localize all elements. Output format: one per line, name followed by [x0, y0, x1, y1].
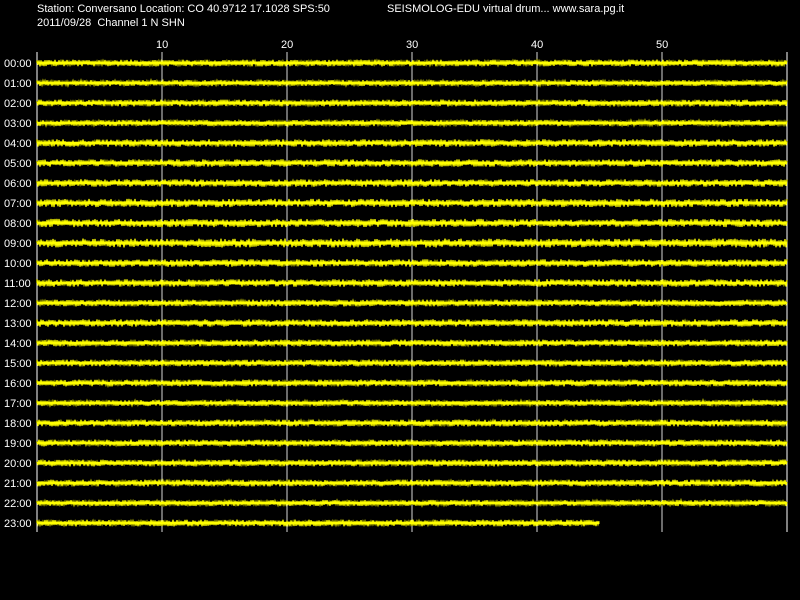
x-tick-label: 10: [156, 39, 168, 51]
row-label: 17:00: [4, 398, 32, 410]
row-label: 09:00: [4, 238, 32, 250]
row-label: 15:00: [4, 358, 32, 370]
row-label: 01:00: [4, 78, 32, 90]
station-info: Station: Conversano Location: CO 40.9712…: [37, 3, 330, 15]
row-label: 06:00: [4, 178, 32, 190]
row-label: 04:00: [4, 138, 32, 150]
row-label: 10:00: [4, 258, 32, 270]
drum-title: SEISMOLOG-EDU virtual drum... www.sara.p…: [387, 3, 625, 15]
row-label: 11:00: [4, 278, 31, 290]
x-tick-label: 30: [406, 39, 418, 51]
row-labels: 00:00 01:00 02:00 03:00 04:00 05:00 06:00 07:00…: [4, 58, 32, 530]
row-label: 08:00: [4, 218, 32, 230]
row-label: 03:00: [4, 118, 32, 130]
x-tick-labels: 10 20 30 40 50: [156, 39, 668, 51]
x-tick-label: 50: [656, 39, 668, 51]
row-label: 07:00: [4, 198, 32, 210]
row-label: 18:00: [4, 418, 32, 430]
x-tick-label: 20: [281, 39, 293, 51]
row-label: 20:00: [4, 458, 32, 470]
x-tick-label: 40: [531, 39, 543, 51]
row-label: 02:00: [4, 98, 32, 110]
row-label: 16:00: [4, 378, 32, 390]
date-channel-info: 2011/09/28 Channel 1 N SHN: [37, 17, 185, 29]
row-label: 13:00: [4, 318, 32, 330]
traces: [36, 58, 788, 528]
grid: [36, 52, 788, 532]
row-label: 21:00: [4, 478, 32, 490]
row-label: 14:00: [4, 338, 32, 350]
row-label: 19:00: [4, 438, 32, 450]
row-label: 23:00: [4, 518, 32, 530]
row-label: 22:00: [4, 498, 32, 510]
row-label: 00:00: [4, 58, 32, 70]
row-label: 12:00: [4, 298, 32, 310]
row-label: 05:00: [4, 158, 32, 170]
